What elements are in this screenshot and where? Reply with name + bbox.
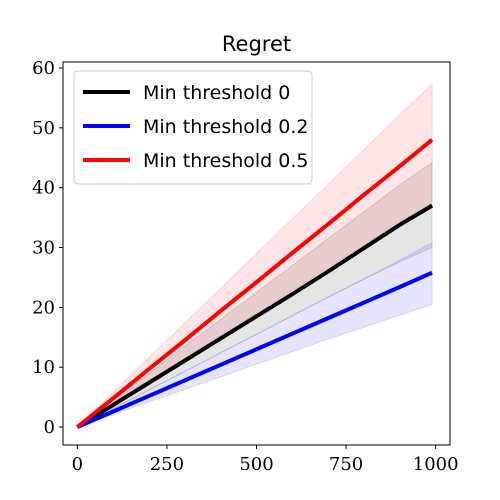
y-tick-label: 30 [32, 238, 55, 259]
y-tick-label: 60 [32, 58, 55, 79]
legend-label-0: Min threshold 0 [143, 82, 290, 104]
x-tick-label: 500 [239, 454, 273, 475]
chart-title: Regret [222, 32, 291, 56]
x-tick-label: 0 [72, 454, 83, 475]
x-tick-label: 250 [150, 454, 184, 475]
y-tick-label: 40 [32, 178, 55, 199]
series-line-0 [76, 203, 434, 429]
y-tick-label: 0 [44, 417, 55, 438]
x-tick-label: 1000 [413, 454, 459, 475]
y-tick-label: 50 [32, 118, 55, 139]
y-tick-label: 10 [32, 357, 55, 378]
x-tick-label: 750 [329, 454, 363, 475]
series-line-2 [76, 138, 434, 429]
series-line-1 [76, 270, 433, 429]
legend-label-1: Min threshold 0.2 [143, 116, 309, 138]
legend-label-2: Min threshold 0.5 [143, 150, 309, 172]
confidence-band-0 [77, 161, 433, 428]
legend-box [73, 70, 313, 185]
y-tick-label: 20 [32, 297, 55, 318]
